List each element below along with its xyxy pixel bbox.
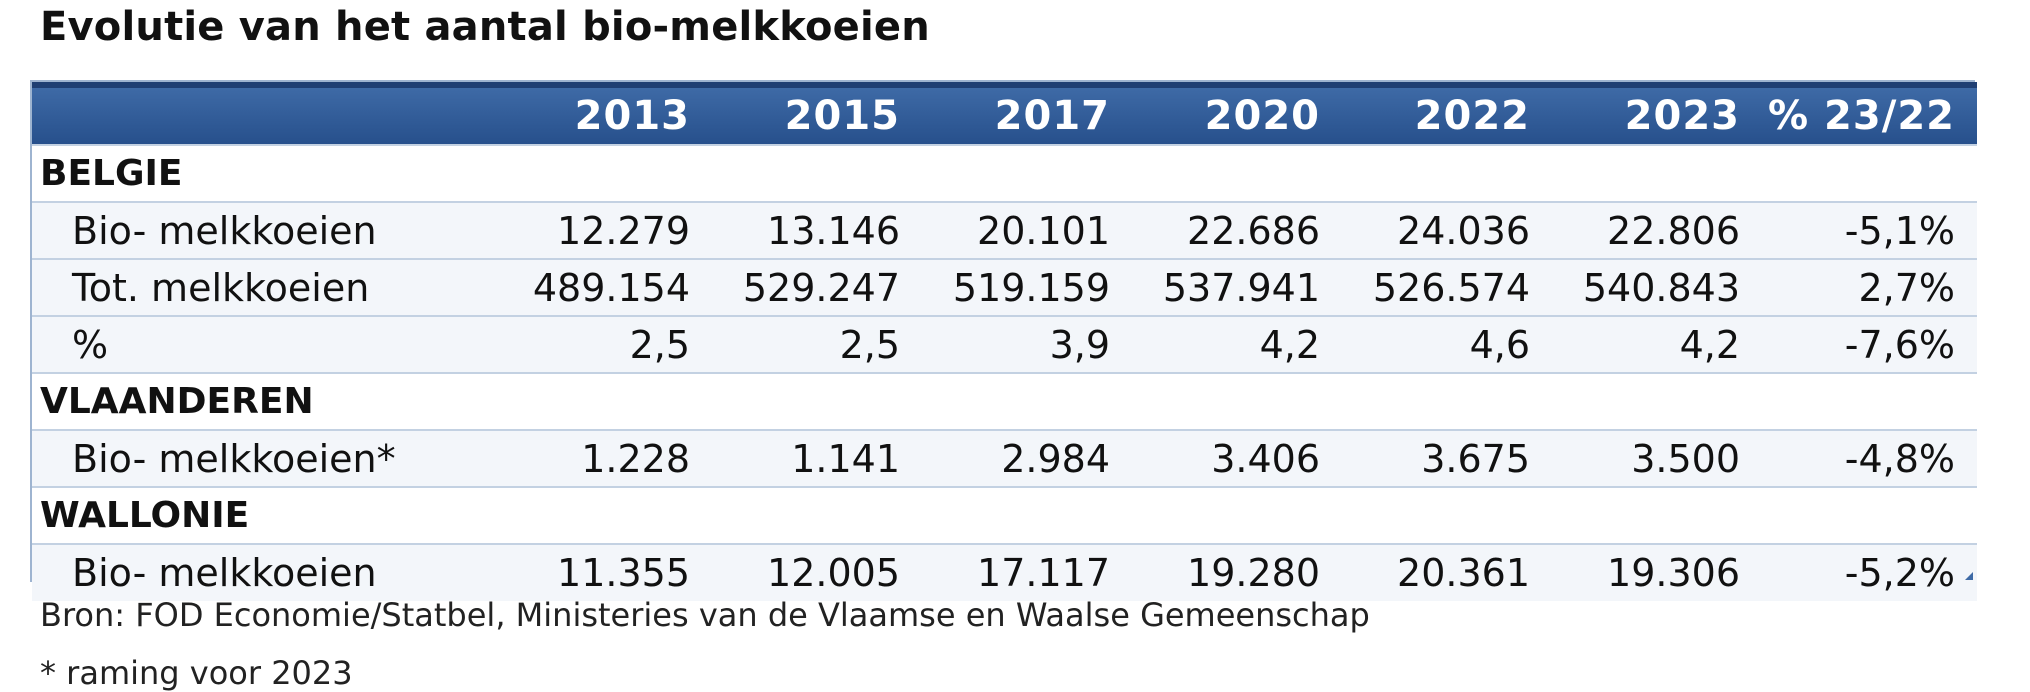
table-cell: 17.117: [922, 543, 1132, 601]
section-label: BELGIE: [32, 144, 1977, 202]
table-cell: 3.406: [1132, 429, 1342, 487]
section-row-vlaanderen: VLAANDEREN: [32, 372, 1977, 430]
table-cell: 2,5: [712, 315, 922, 373]
table-cell: 22.806: [1552, 201, 1762, 259]
table-row: Bio- melkkoeien 11.355 12.005 17.117 19.…: [32, 543, 1977, 601]
table-cell: -5,2%: [1762, 543, 1977, 601]
row-label: Tot. melkkoeien: [32, 258, 502, 316]
table-cell: 529.247: [712, 258, 922, 316]
dairy-cow-table: 2013 2015 2017 2020 2022 2023 % 23/22 BE…: [32, 82, 1977, 601]
table-cell: 4,2: [1552, 315, 1762, 373]
table-cell: 13.146: [712, 201, 922, 259]
table-cell: -5,1%: [1762, 201, 1977, 259]
table-cell: 1.228: [502, 429, 712, 487]
table-cell: -4,8%: [1762, 429, 1977, 487]
table-cell: 2,7%: [1762, 258, 1977, 316]
table-title: Evolutie van het aantal bio-melkkoeien: [40, 4, 930, 50]
header-year-2022: 2022: [1342, 85, 1552, 145]
header-year-2013: 2013: [502, 85, 712, 145]
table-cell: 4,2: [1132, 315, 1342, 373]
table-cell: 11.355: [502, 543, 712, 601]
table-cell: 537.941: [1132, 258, 1342, 316]
table-cell: 489.154: [502, 258, 712, 316]
data-table-container: 2013 2015 2017 2020 2022 2023 % 23/22 BE…: [30, 80, 1977, 601]
table-cell: 2.984: [922, 429, 1132, 487]
header-row: 2013 2015 2017 2020 2022 2023 % 23/22: [32, 85, 1977, 145]
row-label: Bio- melkkoeien: [32, 543, 502, 601]
table-row: % 2,5 2,5 3,9 4,2 4,6 4,2 -7,6%: [32, 315, 1977, 373]
table-cell: 3,9: [922, 315, 1132, 373]
table-cell: -7,6%: [1762, 315, 1977, 373]
table-cell: 20.101: [922, 201, 1132, 259]
table-cell: 20.361: [1342, 543, 1552, 601]
table-cell: 2,5: [502, 315, 712, 373]
source-note: Bron: FOD Economie/Statbel, Ministeries …: [40, 596, 1370, 634]
table-cell: 3.500: [1552, 429, 1762, 487]
resize-corner-icon: [1965, 572, 1973, 580]
header-year-2017: 2017: [922, 85, 1132, 145]
table-cell: 3.675: [1342, 429, 1552, 487]
table-cell: 540.843: [1552, 258, 1762, 316]
table-cell: 19.306: [1552, 543, 1762, 601]
estimate-note: * raming voor 2023: [40, 654, 353, 692]
section-label: VLAANDEREN: [32, 372, 1977, 430]
table-row: Tot. melkkoeien 489.154 529.247 519.159 …: [32, 258, 1977, 316]
row-label: Bio- melkkoeien: [32, 201, 502, 259]
table-cell: 4,6: [1342, 315, 1552, 373]
table-cell: 519.159: [922, 258, 1132, 316]
header-cell: [32, 85, 502, 145]
table-cell: 22.686: [1132, 201, 1342, 259]
table-row: Bio- melkkoeien 12.279 13.146 20.101 22.…: [32, 201, 1977, 259]
table-row: Bio- melkkoeien* 1.228 1.141 2.984 3.406…: [32, 429, 1977, 487]
table-cell: 526.574: [1342, 258, 1552, 316]
header-year-2020: 2020: [1132, 85, 1342, 145]
header-change: % 23/22: [1762, 85, 1977, 145]
table-cell: 12.279: [502, 201, 712, 259]
section-row-wallonie: WALLONIE: [32, 486, 1977, 544]
table-cell: 19.280: [1132, 543, 1342, 601]
section-label: WALLONIE: [32, 486, 1977, 544]
table-cell: 1.141: [712, 429, 922, 487]
section-row-belgie: BELGIE: [32, 144, 1977, 202]
header-year-2023: 2023: [1552, 85, 1762, 145]
table-cell: 24.036: [1342, 201, 1552, 259]
row-label: %: [32, 315, 502, 373]
table-cell: 12.005: [712, 543, 922, 601]
header-year-2015: 2015: [712, 85, 922, 145]
row-label: Bio- melkkoeien*: [32, 429, 502, 487]
